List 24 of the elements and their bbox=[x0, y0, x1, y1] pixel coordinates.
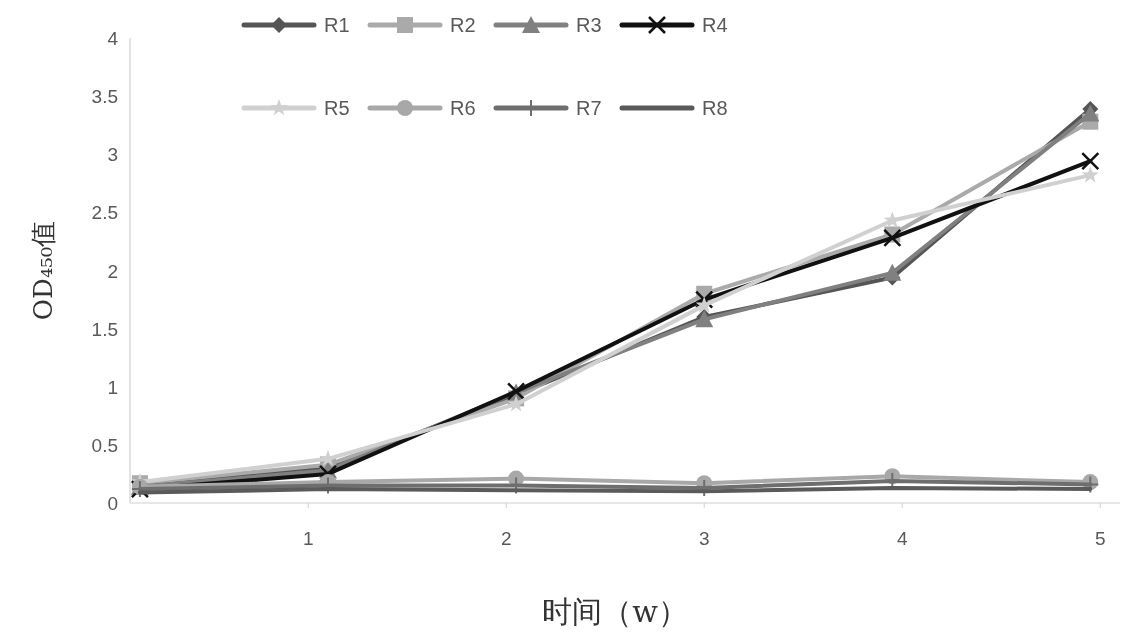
legend-label: R5 bbox=[324, 97, 350, 119]
legend-label: R7 bbox=[576, 97, 602, 119]
y-tick-label: 0 bbox=[107, 493, 118, 514]
legend-label: R6 bbox=[450, 97, 476, 119]
legend-label: R8 bbox=[702, 97, 728, 119]
y-tick-label: 4 bbox=[107, 28, 119, 49]
y-tick-label: 1 bbox=[107, 376, 118, 398]
x-tick-label: 5 bbox=[1094, 528, 1106, 549]
y-axis-title: OD₄₅₀值 bbox=[28, 220, 58, 321]
y-tick-label: 2 bbox=[107, 260, 118, 282]
x-axis-title: 时间（w） bbox=[542, 594, 688, 629]
legend-label: R1 bbox=[324, 14, 350, 36]
legend-label: R3 bbox=[576, 14, 602, 36]
legend-label: R4 bbox=[702, 14, 728, 36]
legend-label: R2 bbox=[450, 14, 476, 36]
x-tick-label: 3 bbox=[698, 528, 710, 549]
y-tick-label: 3.5 bbox=[91, 86, 118, 108]
y-tick-label: 0.5 bbox=[91, 434, 118, 456]
x-tick-label: 4 bbox=[896, 528, 908, 549]
y-tick-label: 1.5 bbox=[91, 318, 118, 340]
y-tick-label: 3 bbox=[107, 144, 118, 166]
y-tick-label: 2.5 bbox=[91, 202, 118, 224]
x-tick-label: 2 bbox=[500, 528, 512, 549]
x-tick-label: 1 bbox=[302, 528, 314, 549]
